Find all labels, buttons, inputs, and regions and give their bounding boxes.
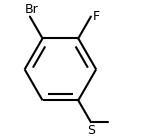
Text: Br: Br	[24, 3, 38, 16]
Text: F: F	[93, 10, 100, 23]
Text: S: S	[87, 124, 95, 137]
